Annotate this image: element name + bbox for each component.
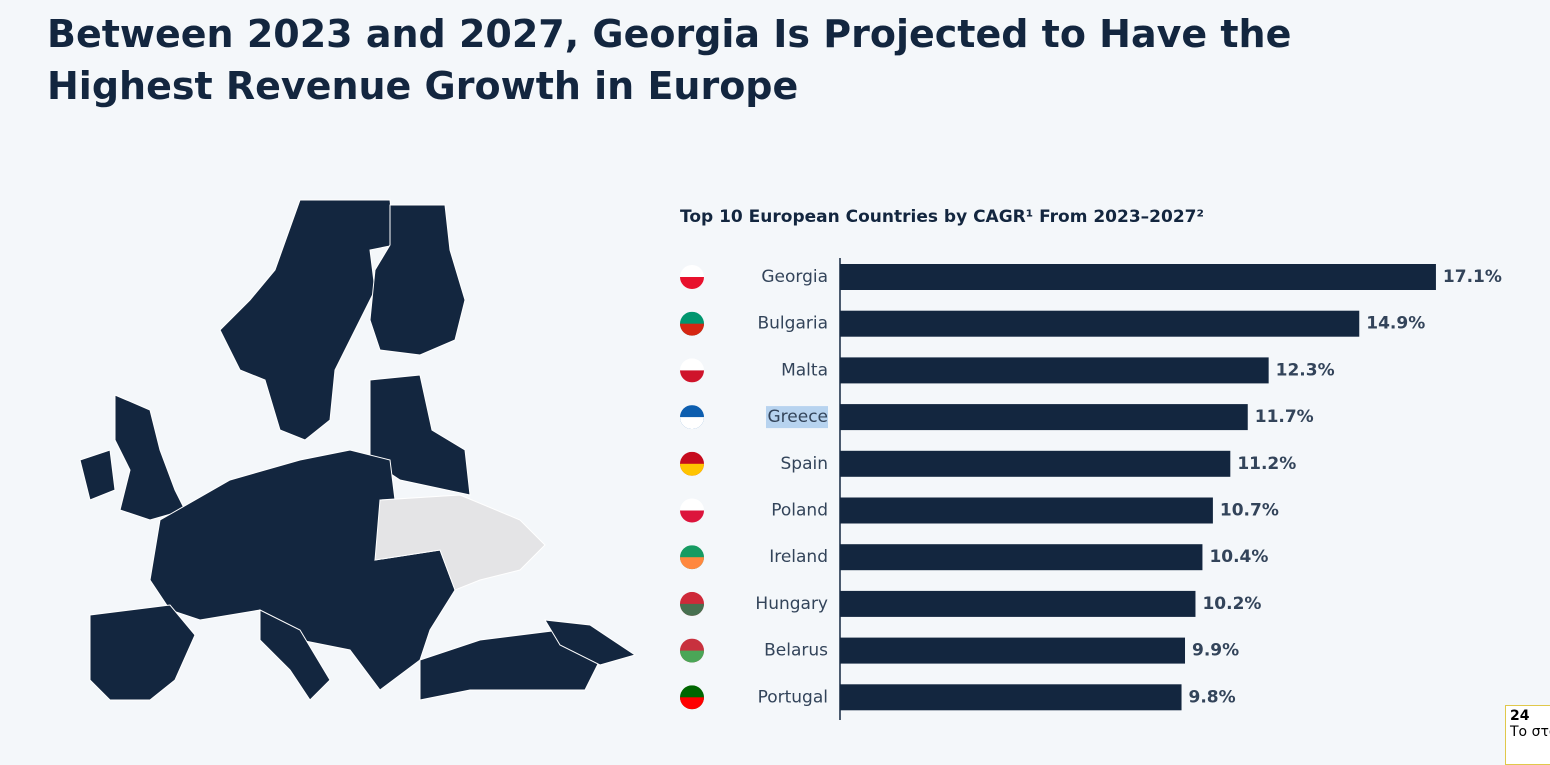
value-label: 10.7% xyxy=(1220,501,1279,521)
map-region xyxy=(114,394,186,521)
bar xyxy=(840,684,1182,711)
bar xyxy=(840,357,1269,384)
category-label: Bulgaria xyxy=(758,314,829,334)
map-region xyxy=(219,199,396,441)
chart-title: Between 2023 and 2027, Georgia Is Projec… xyxy=(47,12,1292,108)
map-region-excluded xyxy=(374,494,546,591)
bar xyxy=(840,497,1213,524)
popup-count: 24 xyxy=(1510,708,1530,724)
category-label: Belarus xyxy=(764,641,828,661)
bar xyxy=(840,590,1196,617)
category-label: Malta xyxy=(781,360,828,380)
flag xyxy=(680,463,704,476)
bar xyxy=(840,637,1186,664)
category-label: Greece xyxy=(767,407,828,427)
flag xyxy=(680,277,704,289)
category-label: Portugal xyxy=(758,687,828,707)
value-label: 14.9% xyxy=(1366,314,1425,334)
flag xyxy=(680,697,704,710)
bar xyxy=(840,310,1360,337)
value-label: 11.7% xyxy=(1255,407,1314,427)
map-region xyxy=(259,609,331,701)
map-region xyxy=(544,619,637,666)
text-selection xyxy=(766,406,828,429)
map-region xyxy=(89,604,196,701)
bar xyxy=(840,544,1203,571)
value-label: 11.2% xyxy=(1237,454,1296,474)
value-label: 10.4% xyxy=(1209,547,1268,567)
value-label: 9.8% xyxy=(1189,687,1236,707)
flag xyxy=(680,417,704,430)
value-label: 10.2% xyxy=(1202,594,1261,614)
chart-subtitle: Top 10 European Countries by CAGR¹ From … xyxy=(680,207,1204,227)
flag xyxy=(680,557,704,570)
category-label: Georgia xyxy=(761,267,828,287)
bar xyxy=(840,404,1248,431)
bar xyxy=(840,264,1436,290)
value-label: 12.3% xyxy=(1276,360,1335,380)
category-label: Ireland xyxy=(769,547,828,567)
value-label: 9.9% xyxy=(1192,641,1239,661)
flag xyxy=(680,370,704,383)
popup-text: Το στο xyxy=(1510,724,1550,740)
map-region xyxy=(79,449,116,501)
category-label: Spain xyxy=(781,454,829,474)
flag xyxy=(680,603,704,616)
bar xyxy=(840,450,1231,477)
map-region xyxy=(369,204,466,356)
europe-map xyxy=(79,199,637,701)
category-label: Hungary xyxy=(755,594,828,614)
flag xyxy=(680,323,704,336)
flag xyxy=(680,650,704,663)
flag xyxy=(680,510,704,523)
value-label: 17.1% xyxy=(1443,267,1502,287)
category-label: Poland xyxy=(771,501,828,521)
map-region xyxy=(419,629,601,701)
